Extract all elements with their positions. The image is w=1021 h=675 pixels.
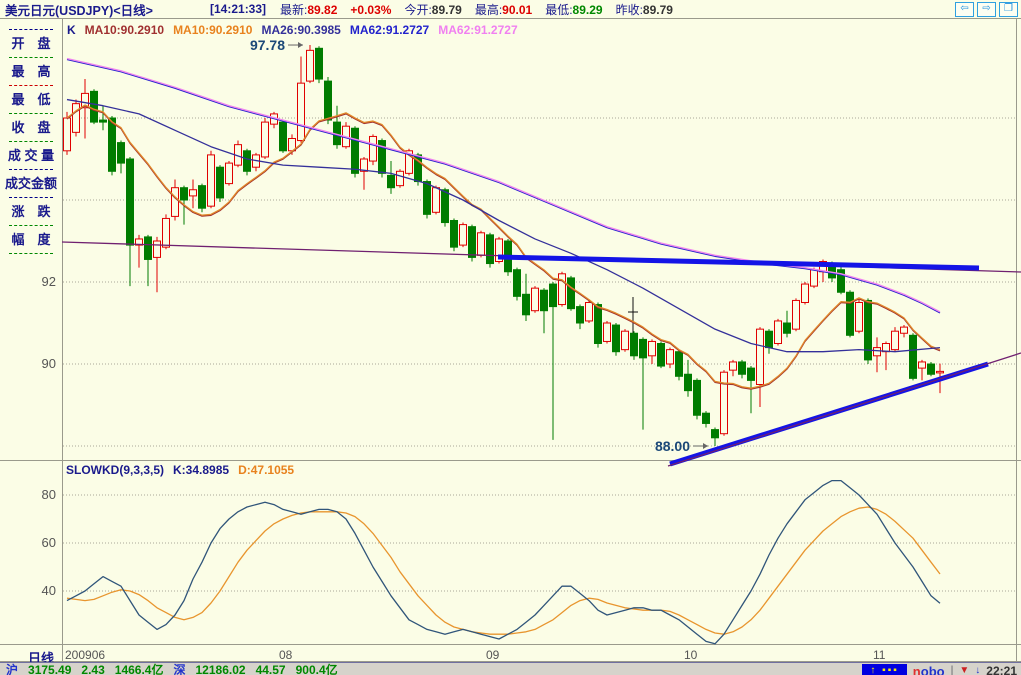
ma26-line bbox=[66, 98, 941, 353]
index-quotes: 沪 3175.49 2.43 1466.4亿深 12186.02 44.57 900.4亿 bbox=[6, 663, 348, 675]
thick-blue-resistance-line[interactable] bbox=[497, 254, 980, 271]
sidebar-divider bbox=[9, 197, 53, 198]
quote-field-value: 89.79 bbox=[642, 2, 673, 17]
nobo-logo: nobo bbox=[913, 664, 945, 675]
field-sidebar: 开 盘最 高最 低收 盘成 交 量成交金额涨 跌幅 度 bbox=[0, 26, 62, 258]
quote-field-label: 今开: bbox=[404, 2, 432, 17]
svg-text:88.00: 88.00 bbox=[655, 438, 690, 454]
quote-field: +0.03% bbox=[350, 3, 391, 17]
status-divider: | bbox=[950, 665, 954, 675]
index-quote-item: 2.43 bbox=[81, 663, 105, 675]
ma-legend-item: K bbox=[67, 23, 76, 37]
quote-field-label: 最新: bbox=[280, 2, 308, 17]
back-button[interactable]: ⇦ bbox=[955, 2, 974, 17]
ma62-line-blue bbox=[66, 58, 941, 314]
quote-field: 今开:89.79 bbox=[404, 3, 461, 17]
time-tick-11: 11 bbox=[873, 648, 886, 662]
price-annotation: 97.78 bbox=[250, 37, 303, 53]
kd-label-80: 80 bbox=[41, 487, 56, 502]
index-quote-item: 深 bbox=[173, 663, 186, 675]
price-label-92: 92 bbox=[41, 274, 56, 289]
ma10-line-orange bbox=[66, 104, 941, 389]
slowkd-d-line bbox=[66, 506, 941, 635]
sidebar-item-3[interactable]: 收 盘 bbox=[11, 120, 51, 135]
ma-legend-item: MA10:90.2910 bbox=[173, 23, 253, 37]
ma-legend-item: MA62:91.2727 bbox=[349, 23, 430, 37]
quote-fields: 最新:89.82 +0.03% 今开:89.79 最高:90.01 最低:89.29 昨收… bbox=[280, 1, 686, 18]
quote-header-bar: 美元日元(USDJPY)<日线> [14:21:33] 最新:89.82 +0.0… bbox=[0, 0, 1021, 19]
down-arrow-icon: ↓ bbox=[975, 665, 981, 675]
sidebar-divider bbox=[9, 29, 53, 30]
quote-field-label: 昨收: bbox=[615, 2, 643, 17]
status-clock: 22:21 bbox=[986, 664, 1017, 675]
sidebar-item-7[interactable]: 幅 度 bbox=[11, 232, 51, 247]
thin-support-line[interactable] bbox=[667, 352, 1021, 467]
forward-button[interactable]: ⇨ bbox=[977, 2, 996, 17]
panel-borders bbox=[0, 18, 1021, 662]
ma10-line-darkred bbox=[66, 105, 941, 390]
quote-field: 最新:89.82 bbox=[280, 3, 337, 17]
quote-field-label: 最高: bbox=[474, 2, 503, 17]
sidebar-item-6[interactable]: 涨 跌 bbox=[11, 204, 51, 219]
logo-first-letter: n bbox=[912, 664, 921, 675]
time-tick-10: 10 bbox=[684, 648, 698, 662]
ma-legend: K MA10:90.2910 MA10:90.2910 MA26:90.3985 MA6… bbox=[67, 23, 527, 37]
ma-legend-item: MA62:91.2727 bbox=[438, 23, 518, 37]
sidebar-item-4[interactable]: 成 交 量 bbox=[7, 148, 55, 163]
sidebar-divider bbox=[9, 253, 53, 254]
quote-field: 最低:89.29 bbox=[545, 3, 602, 17]
ma62-line-magenta bbox=[66, 57, 941, 313]
index-quote-item: 900.4亿 bbox=[295, 663, 338, 675]
instrument-title: 美元日元(USDJPY)<日线> bbox=[5, 3, 153, 18]
index-quote-item: 沪 bbox=[6, 663, 19, 675]
down-triangle-icon: ▼ bbox=[959, 665, 970, 675]
quote-field-value: 89.79 bbox=[431, 2, 462, 17]
slowkd-k-line bbox=[66, 479, 941, 645]
sidebar-divider bbox=[9, 57, 53, 58]
svg-text:97.78: 97.78 bbox=[250, 37, 285, 53]
candlestick-series bbox=[63, 45, 944, 446]
sidebar-divider bbox=[9, 113, 53, 114]
index-status-bar: 沪 3175.49 2.43 1466.4亿深 12186.02 44.57 900.4亿 … bbox=[0, 662, 1021, 675]
sidebar-item-2[interactable]: 最 低 bbox=[11, 92, 51, 107]
sidebar-divider bbox=[9, 141, 53, 142]
index-quote-item: 44.57 bbox=[255, 663, 286, 675]
quote-field: 昨收:89.79 bbox=[616, 3, 673, 17]
index-quote-item: 1466.4亿 bbox=[114, 663, 164, 675]
cascade-windows-button[interactable]: ❐ bbox=[999, 2, 1018, 17]
kd-legend-item: SLOWKD(9,3,3,5) bbox=[66, 463, 165, 477]
ma-legend-item: MA26:90.3985 bbox=[261, 23, 341, 37]
slowkd-legend: SLOWKD(9,3,3,5) K:34.8985 D:47.1055 bbox=[66, 463, 303, 477]
index-quote-item: 3175.49 bbox=[28, 663, 72, 675]
sidebar-divider bbox=[9, 85, 53, 86]
time-tick-09: 09 bbox=[486, 648, 500, 662]
logo-rest: obo bbox=[920, 664, 945, 675]
index-quote-item: 12186.02 bbox=[195, 663, 246, 675]
scrolling-ticker-box: ↑ ▪▪▪ bbox=[862, 664, 907, 675]
quote-field-label: 最低: bbox=[545, 2, 573, 17]
kd-label-60: 60 bbox=[41, 535, 56, 550]
ma-legend-item: MA10:90.2910 bbox=[84, 23, 165, 37]
kd-legend-item: K:34.8985 bbox=[173, 463, 230, 477]
price-annotation: 88.00 bbox=[655, 438, 708, 454]
time-tick-08: 08 bbox=[279, 648, 293, 662]
time-tick-200906: 200906 bbox=[65, 648, 106, 662]
kd-legend-item: D:47.1055 bbox=[238, 463, 295, 477]
quote-field-value: 89.29 bbox=[572, 2, 603, 17]
sidebar-divider bbox=[9, 169, 53, 170]
price-label-90: 90 bbox=[41, 356, 56, 371]
header-nav-buttons: ⇦ ⇨ ❐ bbox=[955, 2, 1018, 17]
quote-field-value: 89.82 bbox=[307, 2, 338, 17]
quote-field-value: 90.01 bbox=[502, 2, 533, 17]
sidebar-item-5[interactable]: 成交金额 bbox=[4, 176, 57, 191]
sidebar-divider bbox=[9, 225, 53, 226]
quote-field-value: +0.03% bbox=[350, 2, 392, 17]
quote-time: [14:21:33] bbox=[210, 2, 267, 16]
sidebar-item-0[interactable]: 开 盘 bbox=[11, 36, 51, 51]
sidebar-item-1[interactable]: 最 高 bbox=[11, 64, 51, 79]
quote-field: 最高:90.01 bbox=[475, 3, 532, 17]
kd-label-40: 40 bbox=[41, 583, 56, 598]
